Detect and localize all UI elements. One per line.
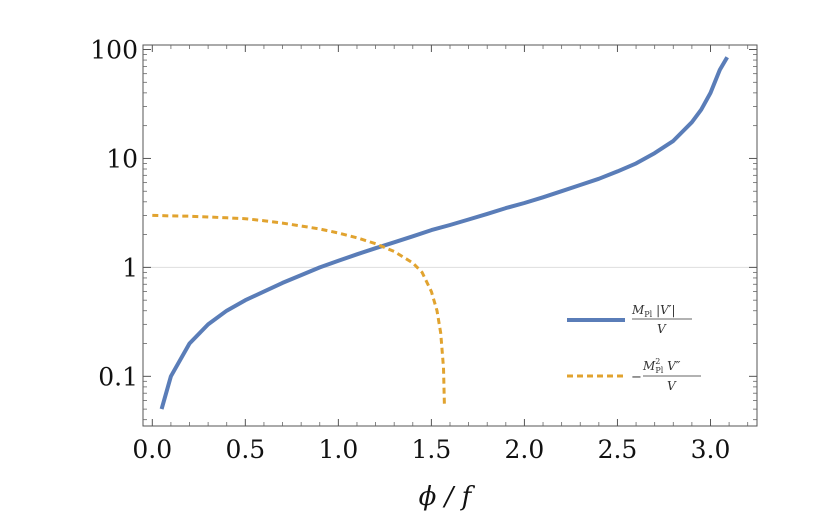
x-tick-label: 1.0 bbox=[318, 435, 358, 464]
legend: MPl |V′| V − M2 Pl V″ V bbox=[567, 303, 701, 393]
ticks-layer bbox=[143, 45, 757, 426]
x-tick-label: 2.5 bbox=[598, 435, 638, 464]
series-line-1 bbox=[159, 56, 729, 410]
y-tick-label: 1 bbox=[122, 253, 138, 282]
plot-area bbox=[142, 44, 758, 427]
legend-denominator-2: V bbox=[667, 379, 677, 393]
legend-label-1: MPl |V′| bbox=[631, 303, 676, 319]
tick-labels: 0.0 0.5 1.0 1.5 2.0 2.5 3.0 0.1 1 10 100 bbox=[90, 36, 730, 464]
y-tick-label: 0.1 bbox=[98, 362, 138, 391]
legend-label-2: M2 Pl V″ bbox=[642, 357, 681, 375]
series-layer bbox=[152, 56, 729, 410]
series-line-2 bbox=[152, 213, 446, 405]
legend-item-2: − M2 Pl V″ V bbox=[567, 357, 701, 393]
x-tick-label: 0.5 bbox=[225, 435, 265, 464]
x-tick-label: 1.5 bbox=[412, 435, 452, 464]
legend-label-2-sign: − bbox=[631, 370, 642, 385]
y-tick-label: 100 bbox=[90, 36, 138, 65]
y-tick-label: 10 bbox=[106, 144, 138, 173]
x-tick-label: 0.0 bbox=[132, 435, 172, 464]
x-tick-label: 3.0 bbox=[691, 435, 731, 464]
legend-item-1: MPl |V′| V bbox=[567, 303, 692, 336]
x-axis-title: ϕ / f bbox=[419, 482, 476, 512]
x-tick-label: 2.0 bbox=[505, 435, 545, 464]
legend-denominator-1: V bbox=[657, 322, 667, 336]
